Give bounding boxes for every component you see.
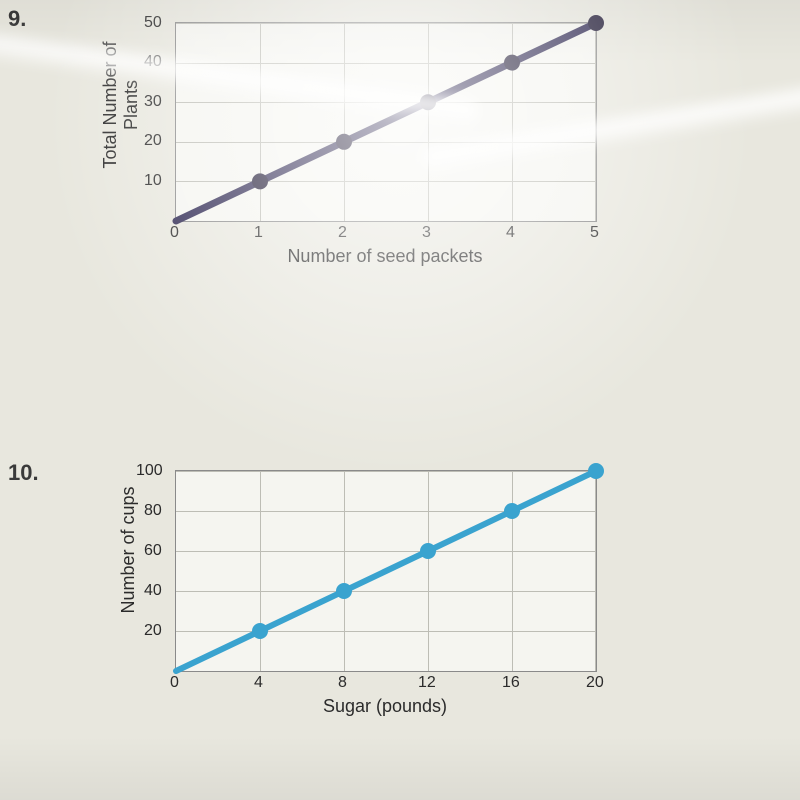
chart2-plot-area [175,470,597,672]
page-canvas: 9. 10. 50 40 [0,0,800,800]
question-number-10: 10. [8,460,39,486]
chart2-ytick-100: 100 [136,462,163,480]
chart1-xtick-0: 0 [170,224,179,242]
chart1-ytick-10: 10 [144,172,162,190]
chart1-y-label: Total Number of Plants [100,10,142,200]
chart2-ytick-40: 40 [144,582,162,600]
chart2-ytick-20: 20 [144,622,162,640]
chart1-xtick-5: 5 [590,224,599,242]
chart2-x-label: Sugar (pounds) [175,696,595,717]
chart2-line [176,471,596,671]
chart2-xtick-20: 20 [586,674,604,692]
chart1-plot-area [175,22,597,222]
chart2-xtick-8: 8 [338,674,347,692]
chart2-y-label: Number of cups [118,460,139,640]
chart2-ytick-80: 80 [144,502,162,520]
chart1-xtick-1: 1 [254,224,263,242]
chart2-xtick-12: 12 [418,674,436,692]
chart1-ytick-20: 20 [144,132,162,150]
chart1-x-label: Number of seed packets [175,246,595,267]
chart1-xtick-3: 3 [422,224,431,242]
chart1-ytick-50: 50 [144,14,162,32]
chart1-ytick-30: 30 [144,93,162,111]
chart2-xtick-4: 4 [254,674,263,692]
question-number-9: 9. [8,6,26,32]
chart2-ytick-60: 60 [144,542,162,560]
chart1-xtick-2: 2 [338,224,347,242]
chart2-xtick-16: 16 [502,674,520,692]
chart1-ytick-40: 40 [144,53,162,71]
chart1-line [176,23,596,221]
chart1-xtick-4: 4 [506,224,515,242]
chart2-xtick-0: 0 [170,674,179,692]
